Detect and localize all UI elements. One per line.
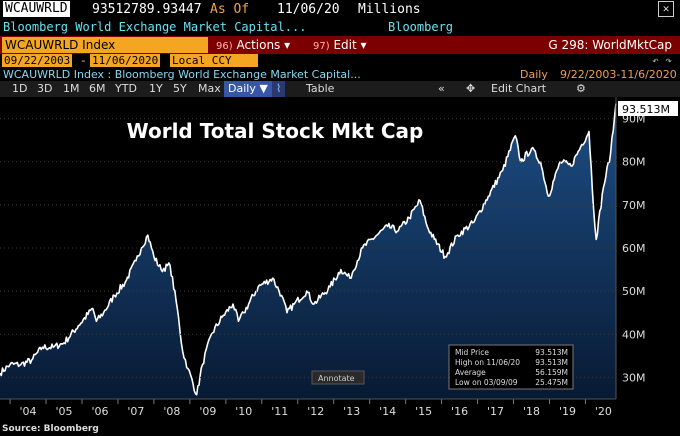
- stats-row-label: Mid Price: [455, 348, 489, 357]
- settings-gear-icon[interactable]: ⚙: [576, 82, 586, 95]
- series-description: WCAUWRLD Index : Bloomberg World Exchang…: [3, 68, 361, 81]
- date-range-bar: 09/22/2003 - 11/06/2020 Local CCY ↶ ↷: [0, 54, 680, 68]
- source-label: Bloomberg: [388, 20, 454, 34]
- y-tick-label: 50M: [622, 285, 646, 298]
- security-name: Bloomberg World Exchange Market Capital.…: [3, 20, 307, 34]
- collapse-icon[interactable]: «: [438, 82, 445, 95]
- header-bar: WCAUWRLD 93512789.93447 As Of 11/06/20 M…: [0, 0, 680, 19]
- tab-3d[interactable]: 3D: [37, 82, 53, 95]
- periodicity-label: Daily: [520, 68, 548, 81]
- annotate-button[interactable]: Annotate: [311, 370, 365, 385]
- x-tick-label: '04: [20, 405, 37, 418]
- chart-title: World Total Stock Mkt Cap: [127, 119, 424, 143]
- undo-redo-icon[interactable]: ↶ ↷: [652, 54, 672, 67]
- x-tick-label: '07: [127, 405, 144, 418]
- legend-line: WCAUWRLD Index : Bloomberg World Exchang…: [0, 68, 680, 81]
- tab-6m[interactable]: 6M: [89, 82, 106, 95]
- y-tick-label: 30M: [622, 371, 646, 384]
- edit-number: 97): [313, 41, 330, 52]
- end-date-field[interactable]: 11/06/2020: [90, 54, 161, 67]
- stats-row-value: 25.475M: [535, 378, 568, 387]
- stats-row-value: 93.513M: [535, 358, 568, 367]
- as-of-label: As Of: [210, 2, 250, 17]
- stats-row-value: 93.513M: [535, 348, 568, 357]
- edit-chevron-icon: ▾: [360, 38, 367, 52]
- series-line: [0, 103, 617, 396]
- source-note: Source: Bloomberg: [2, 424, 99, 434]
- x-tick-label: '11: [271, 405, 288, 418]
- actions-number: 96): [216, 41, 233, 52]
- range-dash: -: [80, 54, 87, 67]
- stats-row-label: High on 11/06/20: [455, 358, 520, 367]
- stats-row-label: Low on 03/09/09: [455, 378, 518, 387]
- tab-ytd[interactable]: YTD: [115, 82, 137, 95]
- x-tick-label: '09: [199, 405, 216, 418]
- x-tick-label: '15: [415, 405, 432, 418]
- tab-max[interactable]: Max: [198, 82, 221, 95]
- currency-select[interactable]: Local CCY: [170, 54, 258, 67]
- x-tick-label: '13: [343, 405, 360, 418]
- units-label: Millions: [358, 2, 421, 17]
- command-bar: WCAUWRLD Index 96) Actions ▾ 97) Edit ▾ …: [0, 36, 680, 54]
- line-style-icon[interactable]: ⌇: [272, 81, 286, 97]
- y-tick-label: 70M: [622, 199, 646, 212]
- x-tick-label: '17: [487, 405, 504, 418]
- graph-name: G 298: WorldMktCap: [548, 38, 672, 52]
- stats-row-label: Average: [455, 368, 486, 377]
- subheader-bar: Bloomberg World Exchange Market Capital.…: [0, 19, 680, 36]
- x-tick-label: '08: [163, 405, 180, 418]
- x-tick-label: '10: [235, 405, 252, 418]
- tab-1m[interactable]: 1M: [63, 82, 80, 95]
- stats-box: Mid Price 93.513M High on 11/06/20 93.513M A…: [448, 344, 574, 390]
- security-field[interactable]: WCAUWRLD Index: [2, 37, 208, 53]
- actions-menu[interactable]: 96) Actions ▾: [216, 36, 290, 56]
- x-tick-label: '18: [523, 405, 540, 418]
- edit-chart-button[interactable]: Edit Chart: [491, 82, 547, 95]
- last-value: 93512789.93447: [92, 2, 202, 17]
- close-icon[interactable]: ✕: [658, 1, 674, 17]
- actions-label: Actions: [236, 38, 281, 52]
- edit-label: Edit: [333, 38, 357, 52]
- period-range: 9/22/2003-11/6/2020: [560, 68, 677, 81]
- as-of-date: 11/06/20: [277, 2, 340, 17]
- tab-1d[interactable]: 1D: [12, 82, 28, 95]
- stats-row-value: 56.159M: [535, 368, 568, 377]
- series-area-fill: [0, 103, 616, 399]
- y-tick-label: 80M: [622, 156, 646, 169]
- periodicity-select[interactable]: Daily ▼: [224, 81, 272, 97]
- x-tick-label: '14: [379, 405, 396, 418]
- x-tick-label: '12: [307, 405, 324, 418]
- x-tick-label: '16: [451, 405, 468, 418]
- last-value-label: 93.513M: [622, 103, 670, 116]
- x-tick-label: '20: [595, 405, 612, 418]
- start-date-field[interactable]: 09/22/2003: [2, 54, 73, 67]
- annotate-label: Annotate: [318, 374, 355, 383]
- edit-menu[interactable]: 97) Edit ▾: [313, 36, 367, 56]
- x-tick-label: '06: [91, 405, 108, 418]
- y-tick-label: 40M: [622, 328, 646, 341]
- x-tick-label: '19: [559, 405, 576, 418]
- drawing-tools-icon[interactable]: ✥: [466, 82, 476, 95]
- ticker-code[interactable]: WCAUWRLD: [3, 1, 70, 17]
- chart-toolbar: 1D 3D 1M 6M YTD 1Y 5Y Max Daily ▼ ⌇ Tabl…: [0, 81, 680, 97]
- last-value-tag: 93.513M: [618, 101, 678, 116]
- y-tick-label: 60M: [622, 242, 646, 255]
- tab-1y[interactable]: 1Y: [149, 82, 163, 95]
- actions-chevron-icon: ▾: [284, 38, 291, 52]
- x-tick-label: '05: [55, 405, 72, 418]
- table-button[interactable]: Table: [306, 82, 335, 95]
- tab-5y[interactable]: 5Y: [173, 82, 187, 95]
